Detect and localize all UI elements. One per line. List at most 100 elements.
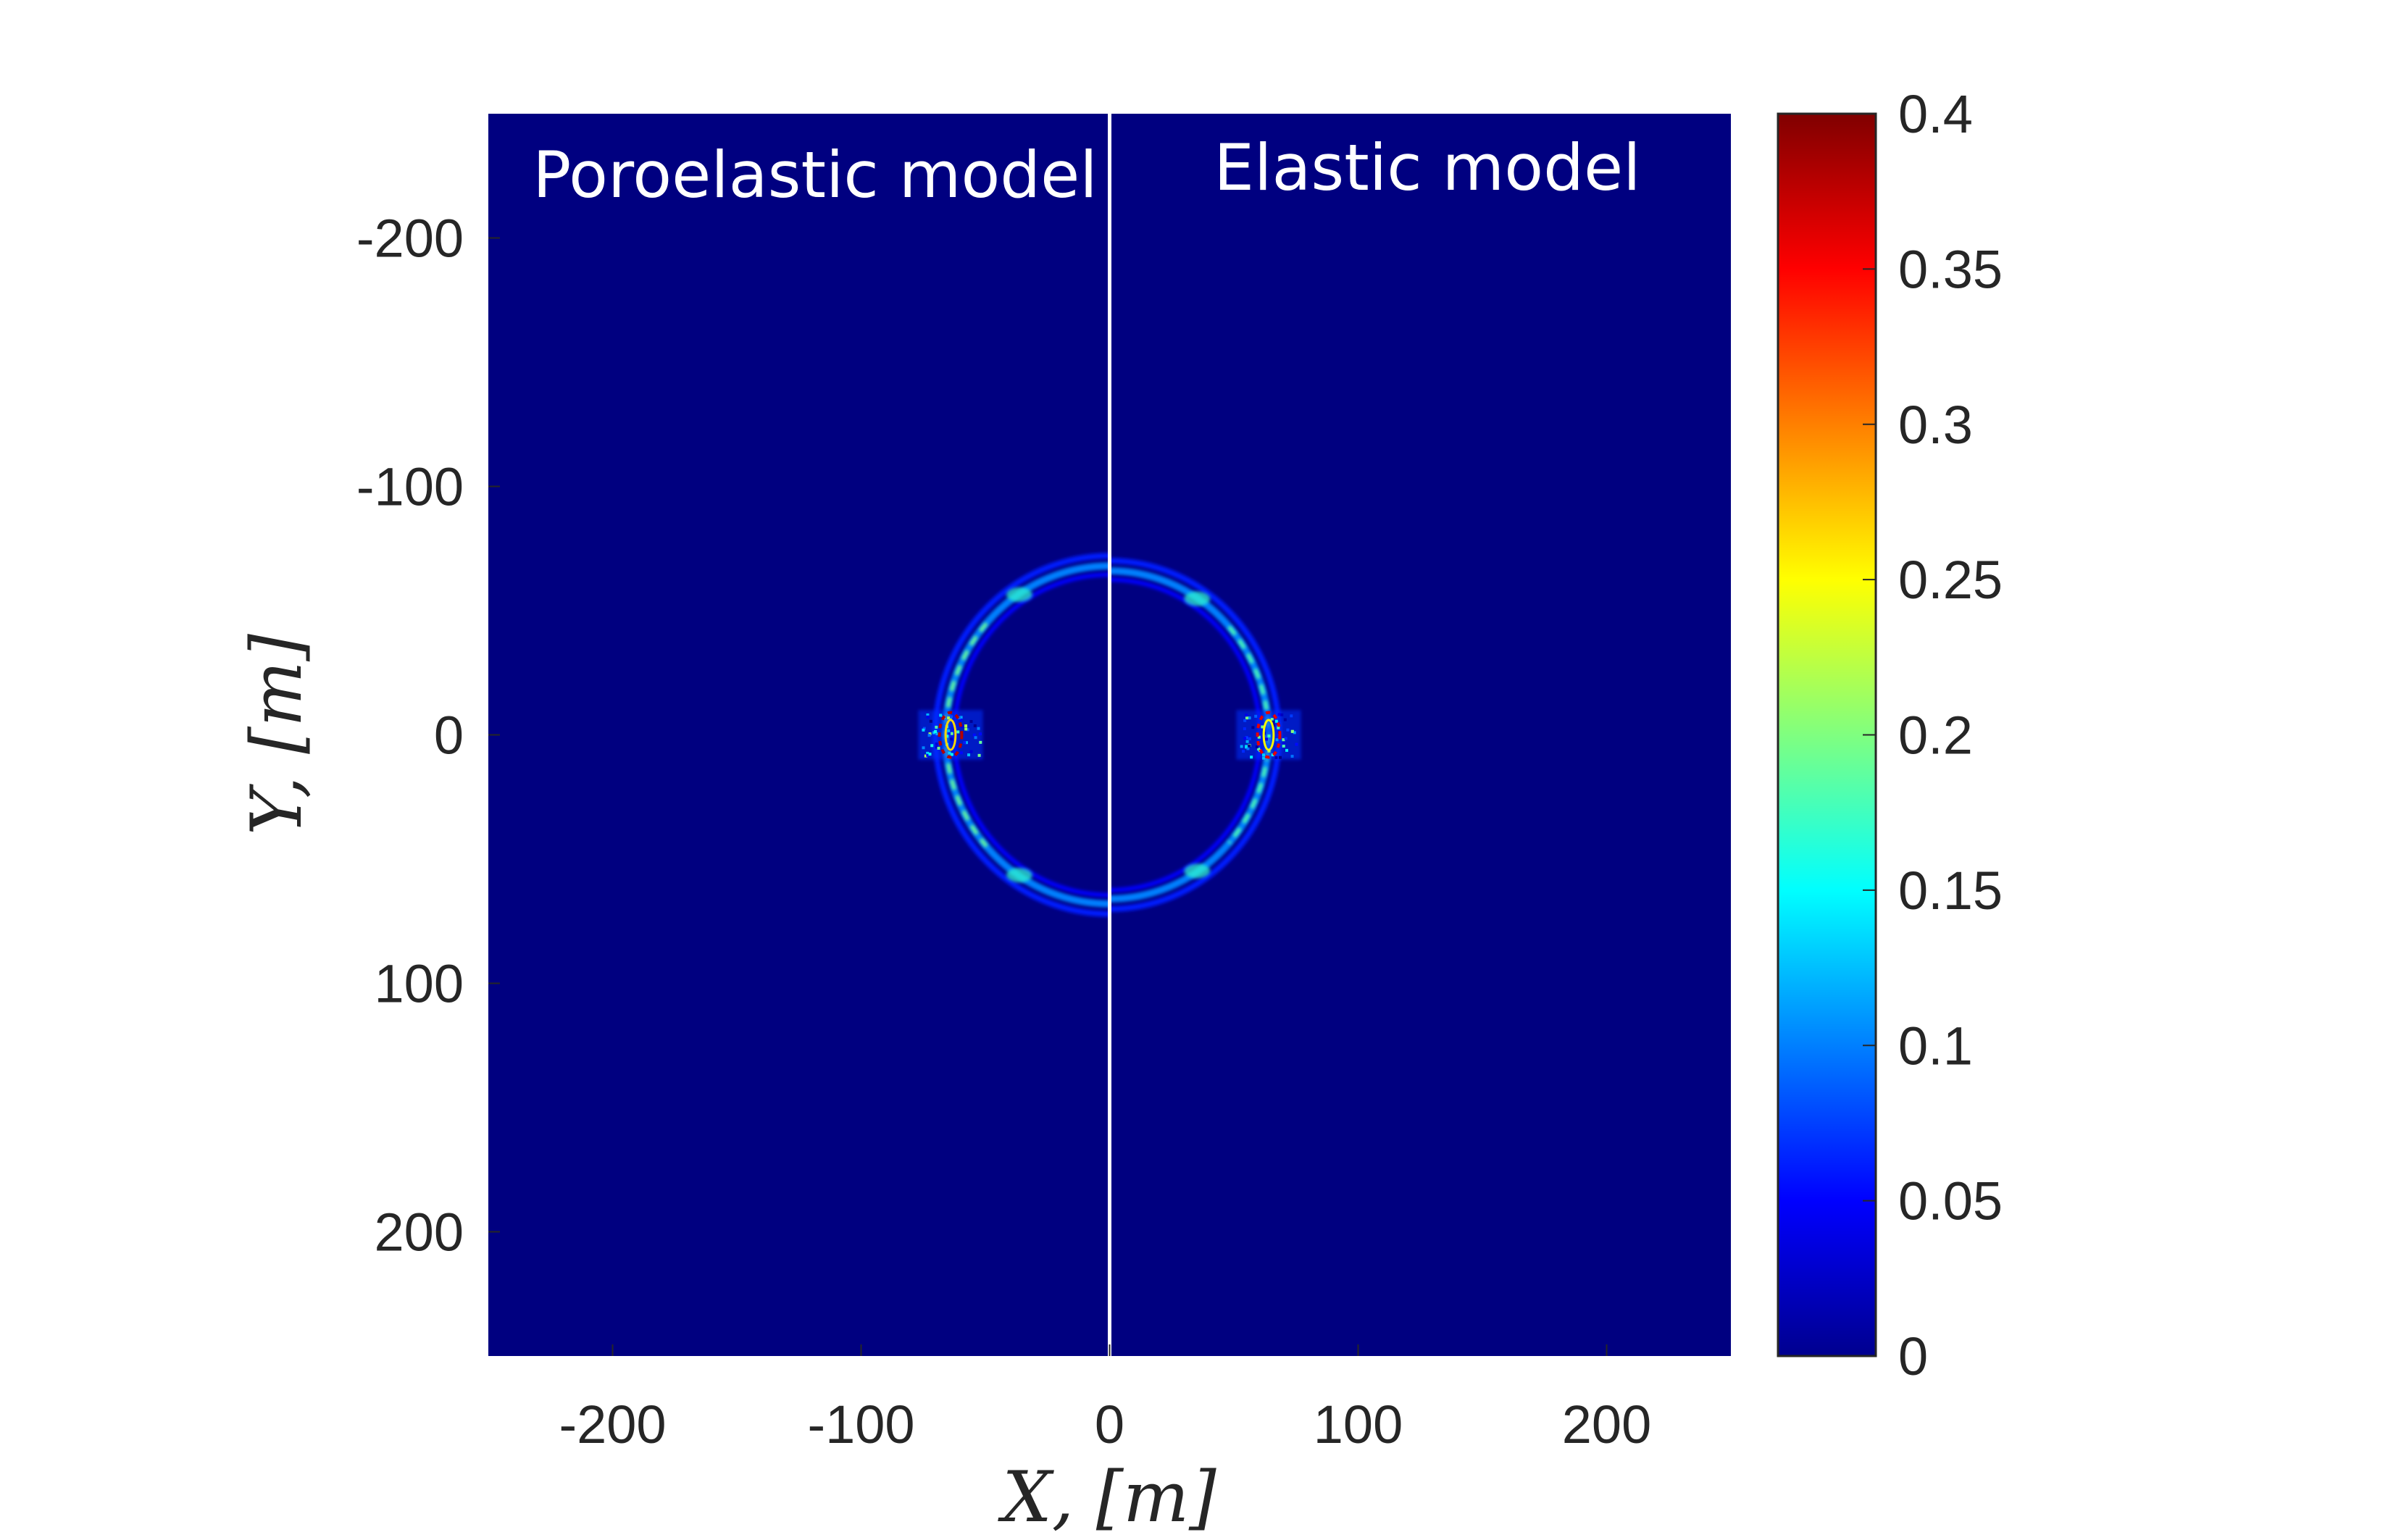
- colorbar-tick-label: 0.4: [1898, 84, 1973, 144]
- elastic-source-zone: [1236, 710, 1301, 760]
- poroelastic-source-zone-speck: [966, 728, 969, 732]
- elastic-source-zone-speck: [1282, 742, 1285, 746]
- y-tick-label: -200: [356, 209, 464, 269]
- poroelastic-source-zone-speck: [922, 728, 925, 732]
- elastic-source-zone-speck: [1278, 756, 1282, 759]
- elastic-source-zone-speck: [1251, 726, 1255, 729]
- poroelastic-source-zone-speck: [939, 713, 943, 717]
- poroelastic-source-zone-speck: [924, 754, 927, 758]
- poroelastic-source-zone-speck: [977, 753, 981, 757]
- poroelastic-source-zone-speck: [947, 729, 951, 732]
- elastic-source-zone-speck: [1267, 735, 1271, 738]
- elastic-source-zone-speck: [1248, 716, 1251, 720]
- elastic-source-zone-speck: [1243, 737, 1247, 740]
- poroelastic-source-zone-speck: [978, 732, 982, 736]
- poroelastic-source-zone-speck: [935, 725, 938, 729]
- elastic-source-zone-core: [1256, 711, 1282, 759]
- poroelastic-source-zone-speck: [956, 730, 960, 734]
- elastic-source-zone-speck: [1282, 738, 1285, 742]
- poroelastic-source-zone-speck: [948, 732, 951, 735]
- poroelastic-source-zone-speck: [932, 731, 936, 735]
- elastic-source-zone-speck: [1245, 713, 1248, 717]
- poroelastic-source-zone-speck: [963, 741, 967, 745]
- colorbar-gradient: [1777, 112, 1877, 1357]
- poroelastic-source-zone-speck: [972, 733, 976, 737]
- elastic-source-zone-speck: [1250, 756, 1253, 759]
- elastic-source-zone-speck: [1295, 742, 1298, 746]
- y-axis-label: Y, [m]: [236, 633, 317, 835]
- elastic-source-zone-speck: [1257, 735, 1261, 739]
- elastic-source-zone-speck: [1264, 737, 1268, 741]
- poroelastic-source-zone-speck: [974, 736, 977, 740]
- colorbar-tick-label: 0.3: [1898, 395, 1973, 455]
- panel-label-poroelastic: Poroelastic model: [533, 138, 1098, 212]
- poroelastic-source-zone-speck: [928, 753, 932, 756]
- elastic-source-zone-speck: [1282, 744, 1285, 748]
- x-tick-label: 100: [1314, 1394, 1403, 1455]
- poroelastic-source-zone-speck: [964, 724, 968, 728]
- y-axis: -200 -100 0 100 200: [356, 209, 500, 1263]
- x-tick-label: 200: [1562, 1394, 1651, 1455]
- y-tick-label: 0: [434, 706, 464, 766]
- colorbar-tick-label: 0: [1898, 1326, 1928, 1386]
- elastic-source-zone-speck: [1257, 748, 1261, 751]
- elastic-source-zone-speck: [1243, 727, 1246, 731]
- poroelastic-source-zone-speck: [950, 753, 953, 756]
- poroelastic-source-zone-speck: [922, 727, 926, 730]
- elastic-source-zone-speck: [1255, 745, 1258, 749]
- y-tick-label: 100: [375, 954, 464, 1014]
- x-tick-label: -200: [559, 1394, 666, 1455]
- poroelastic-source-zone-speck: [937, 746, 940, 750]
- x-axis: -200 -100 0 100 200: [559, 1344, 1651, 1455]
- elastic-source-zone-speck: [1271, 753, 1274, 757]
- x-tick-label: 0: [1095, 1394, 1124, 1455]
- y-tick-label: -100: [356, 457, 464, 517]
- poroelastic-source-zone-speck: [979, 740, 982, 744]
- elastic-source-zone-speck: [1275, 738, 1279, 742]
- elastic-source-zone-speck: [1283, 718, 1287, 721]
- poroelastic-source-zone-speck: [967, 753, 971, 757]
- elastic-wavefront-highlight-0: [1184, 591, 1211, 606]
- elastic-source-zone-speck: [1285, 748, 1289, 752]
- elastic-source-zone-speck: [1293, 731, 1296, 735]
- poroelastic-wavefront-highlight-1: [1006, 868, 1032, 883]
- poroelastic-source-zone-speck: [935, 745, 938, 749]
- colorbar-tick-label: 0.15: [1898, 861, 2003, 921]
- elastic-source-zone-speck: [1274, 756, 1278, 759]
- poroelastic-source-zone-speck: [973, 724, 977, 727]
- poroelastic-source-zone-speck: [935, 732, 939, 735]
- elastic-source-zone-speck: [1274, 719, 1278, 723]
- colorbar-tick-label: 0.1: [1898, 1016, 1973, 1076]
- poroelastic-source-zone-core: [938, 711, 964, 759]
- colorbar-tick-label: 0.05: [1898, 1171, 2003, 1231]
- poroelastic-source-zone-speck: [969, 750, 973, 753]
- elastic-source-zone-speck: [1261, 753, 1265, 757]
- poroelastic-source-zone-speck: [934, 729, 938, 733]
- elastic-source-zone-speck: [1243, 719, 1247, 722]
- poroelastic-source-zone-core-inner: [944, 719, 957, 751]
- elastic-source-zone-speck: [1245, 736, 1248, 740]
- elastic-source-zone-speck: [1242, 750, 1245, 753]
- poroelastic-source-zone-speck: [964, 727, 968, 731]
- poroelastic-source-zone-speck: [928, 732, 932, 736]
- elastic-source-zone-speck: [1290, 729, 1294, 733]
- elastic-source-zone-speck: [1290, 755, 1294, 758]
- colorbar-ticks: 0 0.05 0.1 0.15 0.2 0.25 0.3 0.35 0.4: [1863, 84, 2003, 1386]
- y-tick-label: 200: [375, 1202, 464, 1263]
- elastic-source-zone-speck: [1240, 745, 1243, 748]
- poroelastic-source-zone-speck: [922, 746, 925, 750]
- poroelastic-source-zone-speck: [950, 732, 953, 735]
- poroelastic-source-zone-speck: [959, 719, 963, 722]
- poroelastic-source-zone-speck: [929, 719, 932, 723]
- elastic-source-zone-speck: [1245, 740, 1249, 743]
- colorbar-tick-label: 0.35: [1898, 239, 2003, 299]
- elastic-source-zone-speck: [1245, 745, 1248, 748]
- elastic-source-zone-speck: [1277, 713, 1281, 716]
- poroelastic-source-zone-speck: [935, 742, 938, 746]
- panel-label-elastic: Elastic model: [1214, 130, 1640, 205]
- elastic-source-zone-speck: [1286, 728, 1290, 732]
- poroelastic-source-zone-speck: [964, 741, 968, 745]
- elastic-source-zone-speck: [1245, 716, 1248, 720]
- colorbar: 0 0.05 0.1 0.15 0.2 0.25 0.3 0.35 0.4: [1777, 84, 2003, 1386]
